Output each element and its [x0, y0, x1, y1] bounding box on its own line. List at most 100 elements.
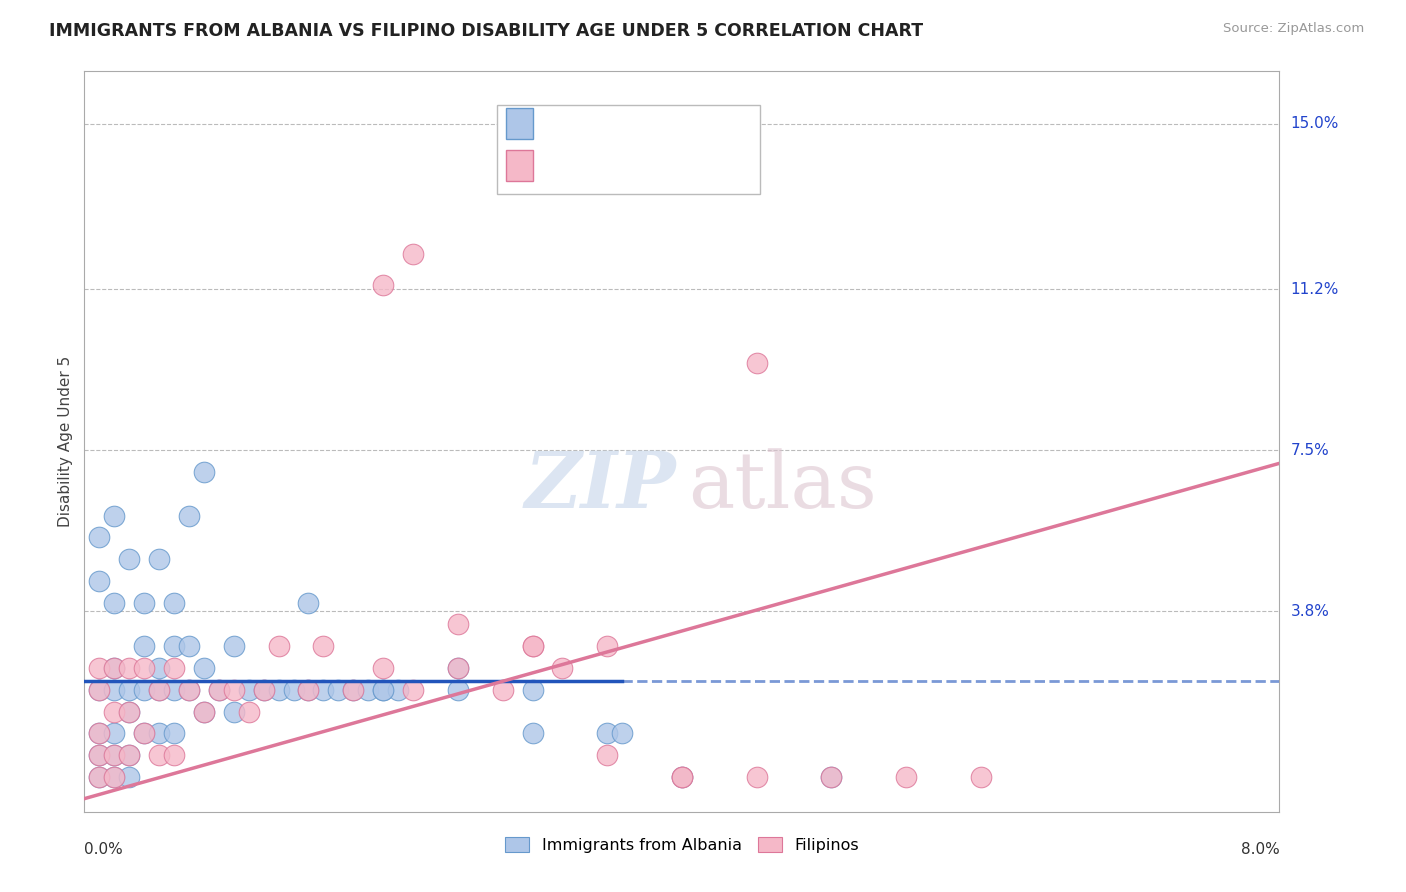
Point: [177, 682, 200, 697]
Text: 0.367: 0.367: [581, 158, 626, 173]
Point: [89, 530, 111, 544]
Text: 47: 47: [671, 158, 692, 173]
Y-axis label: Disability Age Under 5: Disability Age Under 5: [58, 356, 73, 527]
Point: [118, 705, 141, 719]
Point: [148, 682, 170, 697]
Point: [894, 770, 917, 784]
Point: [148, 682, 170, 697]
Point: [103, 770, 125, 784]
FancyBboxPatch shape: [506, 150, 533, 181]
Text: 60: 60: [671, 116, 692, 131]
Text: 11.2%: 11.2%: [1291, 282, 1339, 297]
Point: [103, 726, 125, 740]
Point: [551, 661, 574, 675]
Point: [193, 465, 215, 479]
Point: [89, 682, 111, 697]
Point: [193, 705, 215, 719]
Text: ZIP: ZIP: [524, 448, 676, 524]
Point: [163, 748, 186, 763]
Point: [492, 682, 515, 697]
Point: [89, 726, 111, 740]
Point: [103, 682, 125, 697]
Point: [820, 770, 842, 784]
Point: [89, 682, 111, 697]
Point: [208, 682, 231, 697]
Text: -0.002: -0.002: [581, 116, 631, 131]
Point: [447, 682, 470, 697]
Point: [103, 596, 125, 610]
Point: [118, 552, 141, 566]
Point: [267, 639, 290, 653]
Point: [222, 639, 245, 653]
Point: [163, 726, 186, 740]
FancyBboxPatch shape: [496, 104, 759, 194]
Point: [297, 682, 319, 697]
Point: [118, 748, 141, 763]
Point: [447, 661, 470, 675]
Point: [312, 682, 335, 697]
Point: [238, 682, 260, 697]
Point: [177, 682, 200, 697]
Point: [671, 770, 693, 784]
Point: [103, 661, 125, 675]
FancyBboxPatch shape: [506, 108, 533, 139]
Point: [148, 748, 170, 763]
Point: [253, 682, 276, 697]
Point: [373, 682, 395, 697]
Point: [402, 682, 425, 697]
Point: [118, 682, 141, 697]
Point: [596, 639, 619, 653]
Point: [89, 661, 111, 675]
Point: [193, 661, 215, 675]
Point: [89, 726, 111, 740]
Point: [671, 770, 693, 784]
Text: R =: R =: [543, 116, 576, 131]
Point: [596, 726, 619, 740]
Point: [132, 682, 156, 697]
Point: [342, 682, 364, 697]
Point: [238, 705, 260, 719]
Point: [222, 705, 245, 719]
Point: [447, 617, 470, 632]
Text: 0.0%: 0.0%: [84, 842, 124, 857]
Point: [387, 682, 409, 697]
Point: [103, 748, 125, 763]
Point: [522, 682, 544, 697]
Point: [118, 770, 141, 784]
Text: R =: R =: [543, 158, 576, 173]
Text: N =: N =: [633, 116, 669, 131]
Point: [148, 552, 170, 566]
Text: 3.8%: 3.8%: [1291, 604, 1330, 619]
Point: [596, 748, 619, 763]
Legend: Immigrants from Albania, Filipinos: Immigrants from Albania, Filipinos: [499, 830, 865, 859]
Point: [89, 770, 111, 784]
Point: [132, 661, 156, 675]
Point: [522, 639, 544, 653]
Point: [522, 726, 544, 740]
Point: [745, 770, 768, 784]
Point: [283, 682, 305, 697]
Text: atlas: atlas: [688, 448, 876, 524]
Point: [89, 748, 111, 763]
Point: [118, 661, 141, 675]
Point: [103, 748, 125, 763]
Point: [312, 639, 335, 653]
Point: [222, 682, 245, 697]
Point: [163, 639, 186, 653]
Point: [745, 356, 768, 370]
Point: [163, 596, 186, 610]
Point: [328, 682, 350, 697]
Point: [103, 770, 125, 784]
Point: [89, 770, 111, 784]
Point: [177, 639, 200, 653]
Point: [373, 682, 395, 697]
Point: [163, 682, 186, 697]
Point: [820, 770, 842, 784]
Point: [103, 661, 125, 675]
Point: [357, 682, 380, 697]
Text: IMMIGRANTS FROM ALBANIA VS FILIPINO DISABILITY AGE UNDER 5 CORRELATION CHART: IMMIGRANTS FROM ALBANIA VS FILIPINO DISA…: [49, 22, 924, 40]
Point: [163, 661, 186, 675]
Point: [970, 770, 993, 784]
Point: [522, 639, 544, 653]
Point: [297, 682, 319, 697]
